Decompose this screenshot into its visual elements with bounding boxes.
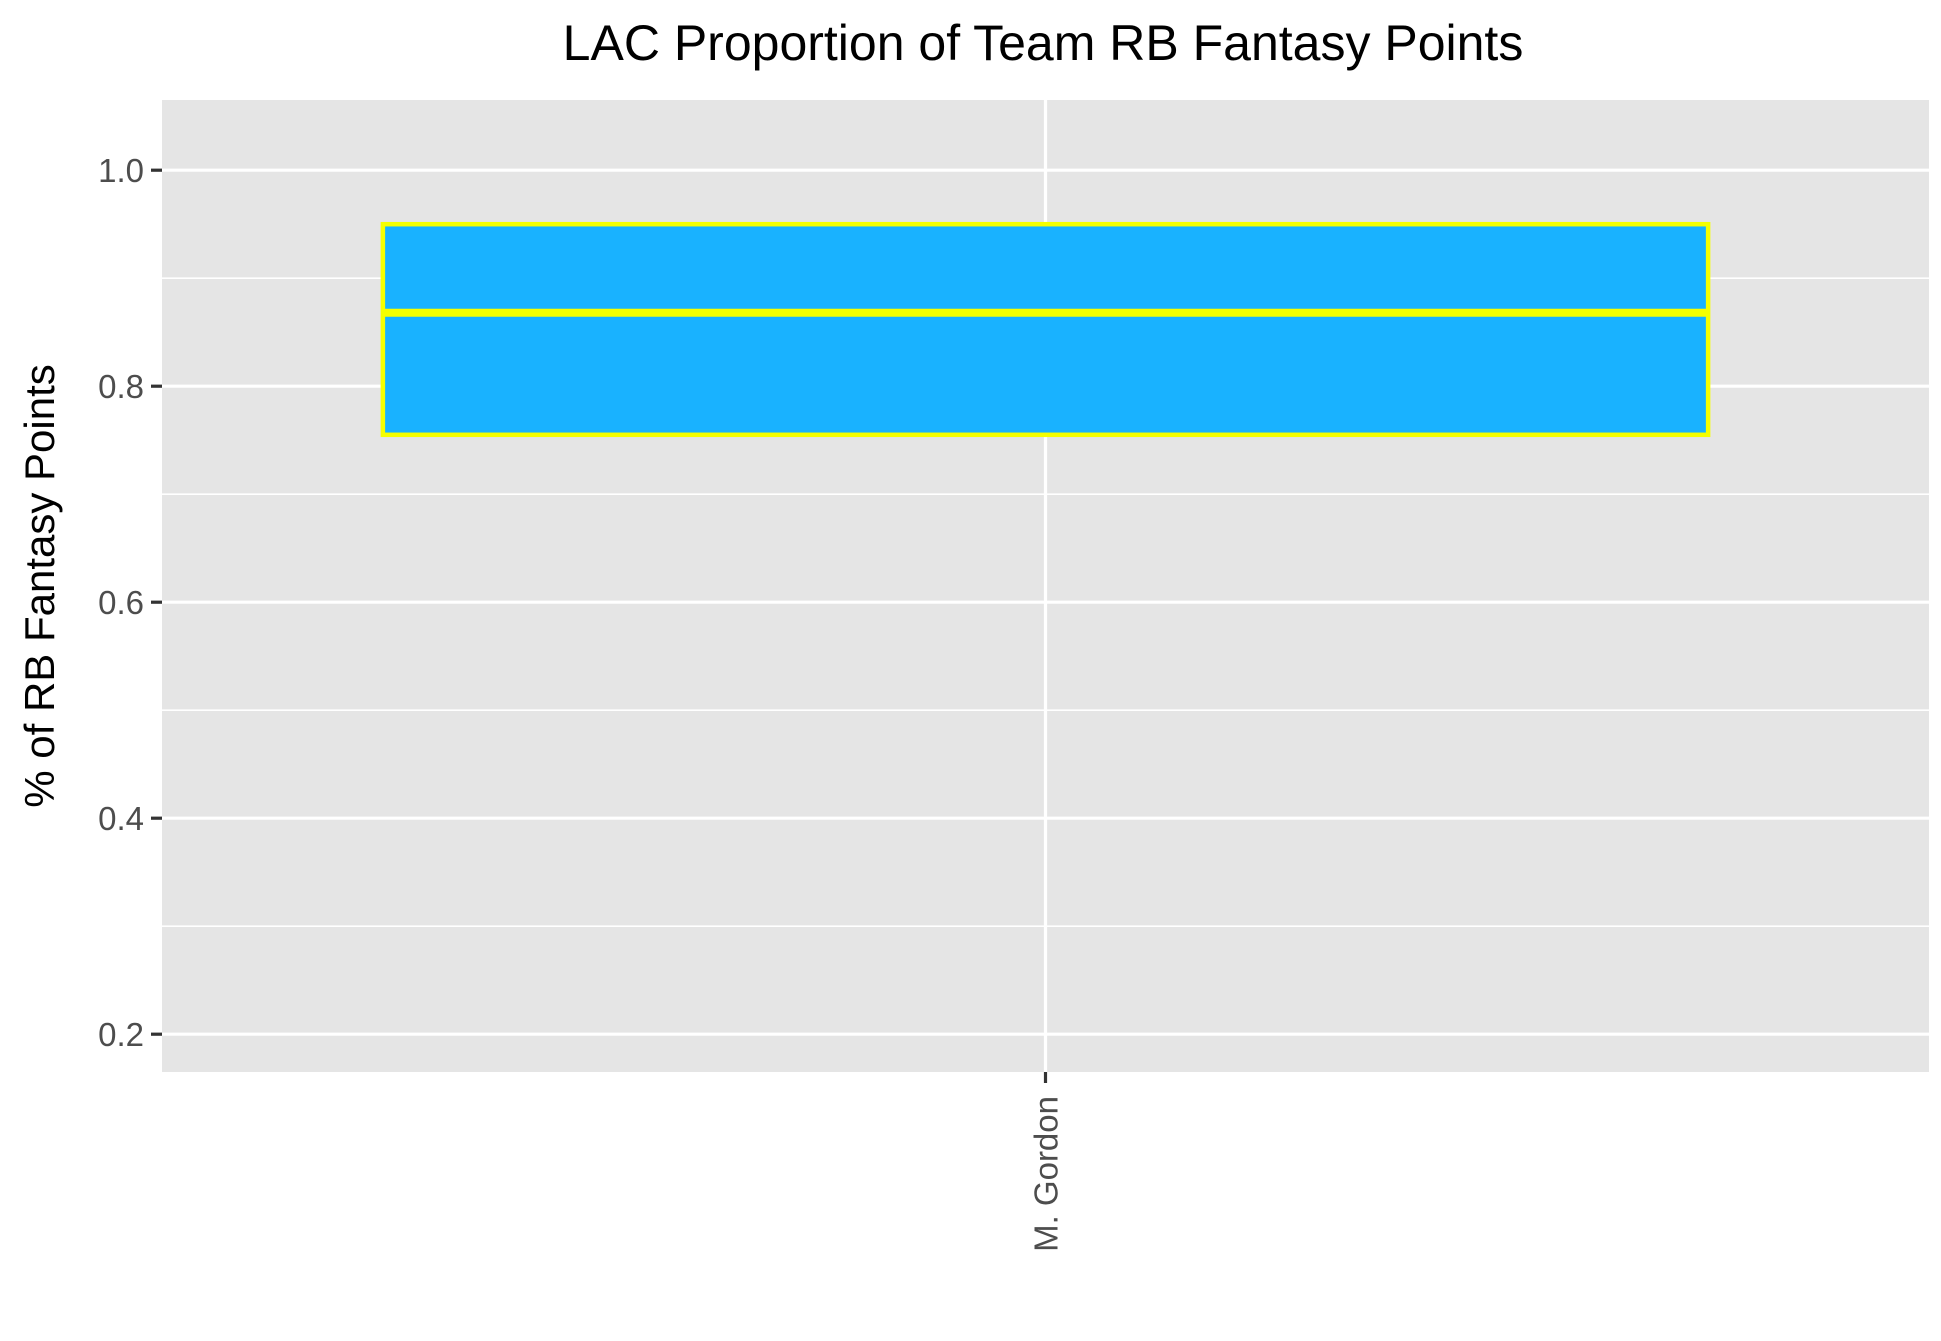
boxes <box>380 221 1711 438</box>
y-tick-label: 0.4 <box>98 800 144 837</box>
chart-title: LAC Proportion of Team RB Fantasy Points <box>563 15 1524 71</box>
y-tick-label: 1.0 <box>98 152 144 189</box>
y-axis-title: % of RB Fantasy Points <box>16 364 63 808</box>
y-tick-label: 0.6 <box>98 584 144 621</box>
y-tick-label: 0.2 <box>98 1016 144 1053</box>
y-tick-label: 0.8 <box>98 368 144 405</box>
x-axis: M. Gordon <box>1028 1072 1065 1252</box>
box <box>380 221 1711 438</box>
x-tick-label: M. Gordon <box>1028 1096 1065 1252</box>
y-axis: 0.2 0.4 0.6 0.8 1.0 <box>98 152 162 1053</box>
